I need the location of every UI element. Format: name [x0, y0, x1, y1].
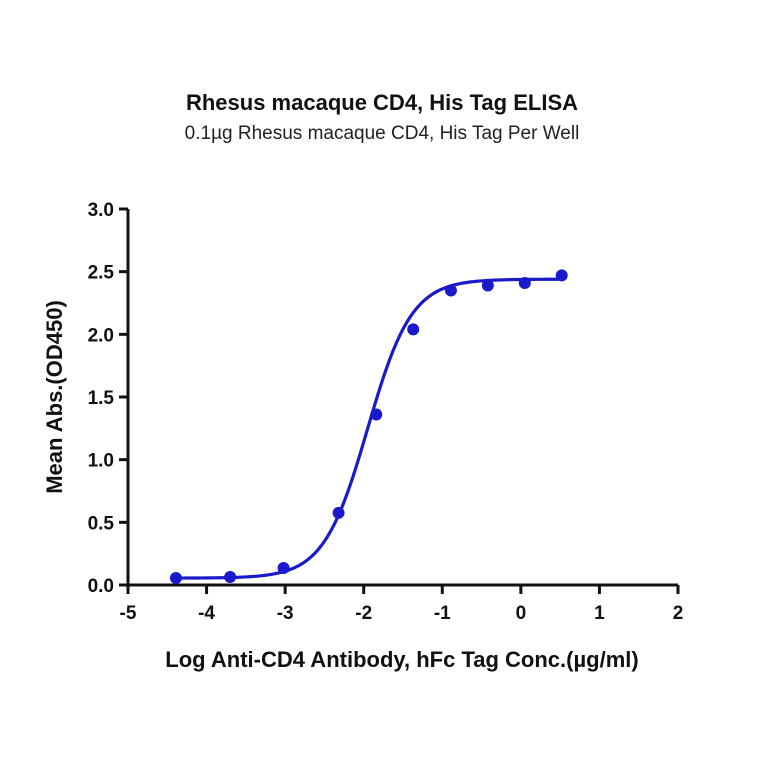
data-point [169, 571, 182, 584]
fit-curve [175, 277, 562, 580]
y-tick-label: 2.5 [88, 263, 115, 284]
chart-title: Rhesus macaque CD4, His Tag ELISA [185, 90, 579, 115]
data-points [169, 269, 568, 584]
data-point [444, 284, 457, 297]
chart-subtitle: 0.1µg Rhesus macaque CD4, His Tag Per We… [184, 123, 580, 144]
data-point [332, 506, 345, 519]
data-point [518, 276, 531, 289]
x-tick-label: 1 [594, 603, 605, 624]
y-tick-label: 1.0 [88, 451, 114, 472]
data-point [481, 279, 494, 292]
axes: -5 -4 -3 -2 -1 0 1 2 0.0 0.5 1.0 1.5 2.0 2.5 3.0 [88, 200, 684, 624]
y-tick-label: 0.0 [88, 576, 114, 597]
x-tick-label: 0 [516, 603, 527, 624]
data-point [277, 561, 290, 574]
x-tick-label: -1 [434, 603, 451, 624]
x-tick-label: -3 [277, 603, 294, 624]
data-point [224, 570, 237, 583]
x-tick-label: -5 [120, 603, 137, 624]
y-tick-label: 1.5 [88, 388, 115, 409]
y-tick-label: 2.0 [88, 325, 114, 346]
x-tick-label: -2 [355, 603, 372, 624]
data-point [370, 408, 383, 421]
y-tick-label: 0.5 [88, 513, 115, 534]
y-axis-label: Mean Abs.(OD450) [42, 300, 67, 494]
data-point [407, 323, 420, 336]
x-tick-label: -4 [198, 603, 215, 624]
x-axis-label: Log Anti-CD4 Antibody, hFc Tag Conc.(µg/… [165, 647, 638, 672]
data-point [555, 269, 568, 282]
x-tick-label: 2 [673, 603, 684, 624]
y-tick-label: 3.0 [88, 200, 114, 221]
fit-curve-line [175, 277, 562, 580]
